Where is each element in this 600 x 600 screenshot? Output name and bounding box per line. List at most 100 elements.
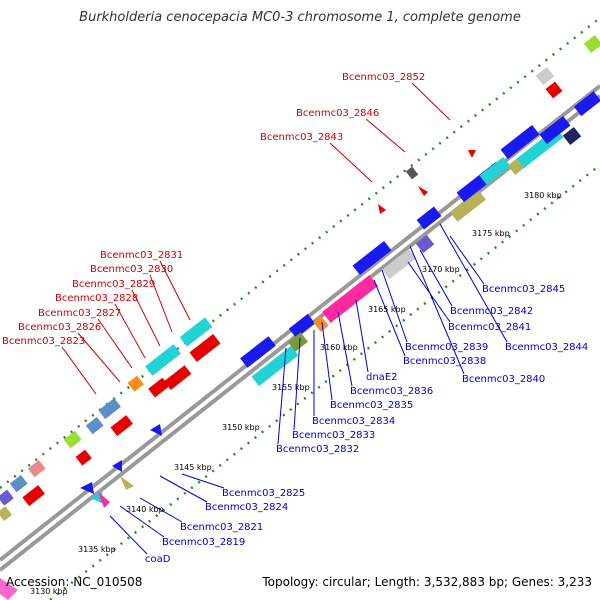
gene-feature <box>240 336 276 368</box>
gene-label-bottom: Bcenmc03_2842 <box>450 306 533 317</box>
gene-label-bottom: Bcenmc03_2844 <box>505 342 588 353</box>
gene-label-bottom: Bcenmc03_2835 <box>330 400 413 411</box>
kbp-label: 3130 kbp <box>30 587 68 596</box>
gene-feature <box>145 344 181 376</box>
kbp-labels: 3130 kbp 3135 kbp 3140 kbp 3145 kbp 3150 kbp… <box>30 191 562 596</box>
gene-feature <box>0 506 13 522</box>
kbp-label: 3150 kbp <box>222 423 260 432</box>
gene-feature <box>562 126 582 146</box>
gene-feature <box>313 316 329 332</box>
topology-summary: Topology: circular; Length: 3,532,883 bp… <box>262 575 592 589</box>
leader-line <box>381 269 408 343</box>
gene-feature <box>98 492 110 508</box>
leader-line <box>109 515 148 555</box>
gene-label-top: Bcenmc03_2831 <box>100 250 183 261</box>
leader-line <box>139 497 183 523</box>
gene-feature <box>251 345 299 387</box>
gene-feature <box>545 81 563 99</box>
gene-label-top: Bcenmc03_2846 <box>296 108 379 119</box>
gene-feature <box>110 415 133 437</box>
leader-line <box>337 311 353 387</box>
gene-label-bottom: Bcenmc03_2824 <box>205 502 288 513</box>
gene-feature <box>164 365 192 390</box>
gene-label-top: Bcenmc03_2843 <box>260 132 343 143</box>
gene-label-bottom: Bcenmc03_2839 <box>405 342 488 353</box>
gene-label-top: Bcenmc03_2852 <box>342 72 425 83</box>
gene-feature <box>500 124 540 160</box>
leader-line <box>321 321 333 401</box>
gene-feature <box>479 157 511 185</box>
leader-line <box>293 337 301 431</box>
gene-feature <box>179 317 213 347</box>
leader-line <box>439 223 508 343</box>
gene-feature <box>80 482 94 494</box>
kbp-label: 3165 kbp <box>368 305 406 314</box>
gene-feature <box>405 166 419 180</box>
gene-label-top: Bcenmc03_2826 <box>18 322 101 333</box>
gene-feature <box>381 248 417 280</box>
gene-feature <box>288 313 316 339</box>
gene-feature <box>148 377 170 398</box>
gene-label-top: Bcenmc03_2823 <box>2 336 85 347</box>
gene-label-bottom: dnaE2 <box>366 372 398 383</box>
leader-line <box>119 505 165 538</box>
gene-feature <box>322 275 378 323</box>
gene-feature <box>22 485 45 507</box>
kbp-label: 3180 kbp <box>524 191 562 200</box>
leader-line <box>131 289 161 347</box>
gene-feature <box>189 334 221 362</box>
gene-labels: Bcenmc03_2852 Bcenmc03_2846 Bcenmc03_2843 B… <box>2 72 588 565</box>
leader-line <box>409 245 465 375</box>
leader-line <box>373 279 406 357</box>
leader-line <box>159 260 191 321</box>
leader-line <box>449 235 485 285</box>
leader-line <box>149 274 173 333</box>
leader-line <box>159 475 208 503</box>
leader-line <box>277 347 287 445</box>
gene-label-bottom: coaD <box>145 554 171 565</box>
kbp-label: 3140 kbp <box>126 505 164 514</box>
gene-label-bottom: Bcenmc03_2832 <box>276 444 359 455</box>
gene-feature <box>27 459 46 478</box>
leader-line <box>77 332 121 383</box>
outer-tick-track <box>0 17 600 489</box>
gene-feature <box>63 430 82 449</box>
leader-line <box>181 473 225 489</box>
kbp-label: 3175 kbp <box>472 229 510 238</box>
gene-feature <box>418 186 428 196</box>
label-leader-lines <box>61 82 508 555</box>
gene-label-bottom: Bcenmc03_2821 <box>180 522 263 533</box>
gene-feature <box>450 190 486 222</box>
kbp-label: 3170 kbp <box>422 265 460 274</box>
gene-feature <box>416 206 442 230</box>
gene-label-bottom: Bcenmc03_2840 <box>462 374 545 385</box>
gene-label-bottom: Bcenmc03_2841 <box>448 322 531 333</box>
leader-line <box>329 142 373 183</box>
leader-line <box>114 303 146 359</box>
gene-feature <box>539 116 571 144</box>
gene-label-bottom: Bcenmc03_2819 <box>162 537 245 548</box>
gene-feature <box>98 398 121 420</box>
gene-label-bottom: Bcenmc03_2838 <box>403 356 486 367</box>
leader-line <box>355 299 369 373</box>
gene-feature <box>415 234 435 254</box>
gene-label-top: Bcenmc03_2830 <box>90 264 173 275</box>
accession-text: Accession: NC_010508 <box>6 575 143 589</box>
gene-feature <box>127 375 144 392</box>
gene-feature <box>573 91 600 117</box>
gene-feature <box>583 34 600 54</box>
gene-feature <box>85 416 104 435</box>
leader-line <box>419 249 453 307</box>
gene-feature <box>0 578 18 600</box>
gene-feature <box>0 489 14 506</box>
gene-features <box>0 34 600 600</box>
gene-feature <box>288 332 308 352</box>
leader-line <box>411 82 451 121</box>
gene-feature <box>352 240 392 276</box>
gene-feature <box>468 150 476 158</box>
gene-feature <box>9 474 28 493</box>
gene-feature <box>378 204 386 214</box>
gene-label-top: Bcenmc03_2828 <box>55 293 138 304</box>
